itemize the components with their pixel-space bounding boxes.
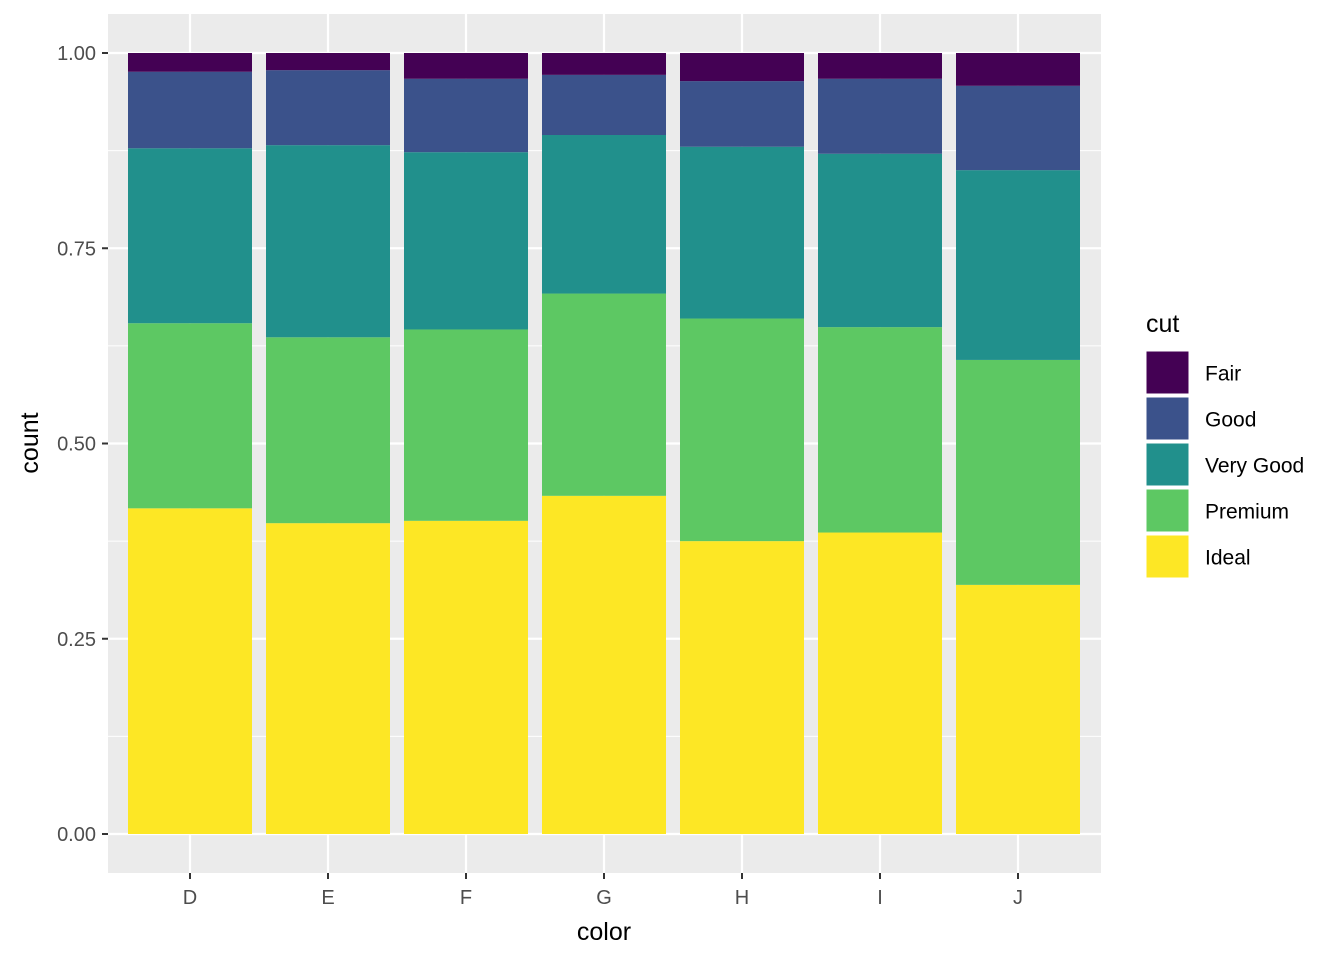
bar-segment-G-premium	[542, 293, 666, 496]
bar-segment-E-premium	[266, 337, 390, 524]
bar-segment-I-very-good	[818, 153, 942, 328]
bar-segment-F-ideal	[404, 520, 528, 834]
bar-segment-I-premium	[818, 327, 942, 533]
legend: cut Fair Good Very Good Premium Ideal	[1145, 310, 1304, 579]
y-tick-label: 0.00	[57, 824, 96, 846]
y-axis: 0.00 0.25 0.50 0.75 1.00	[57, 43, 108, 846]
y-tick-label: 0.75	[57, 238, 96, 260]
bar-segment-G-ideal	[542, 495, 666, 834]
bars	[128, 53, 1080, 834]
bar-segment-D-very-good	[128, 148, 252, 324]
bar-segment-H-premium	[680, 318, 804, 542]
legend-label: Good	[1205, 409, 1256, 432]
legend-label: Premium	[1205, 501, 1289, 524]
x-axis-title: color	[577, 918, 631, 946]
x-tick-label: J	[1013, 887, 1023, 909]
x-tick-label: F	[460, 887, 472, 909]
bar-segment-I-good	[818, 78, 942, 154]
bar-segment-J-ideal	[956, 584, 1080, 834]
bar-segment-J-premium	[956, 359, 1080, 585]
legend-label: Fair	[1205, 363, 1241, 386]
y-axis-title: count	[16, 412, 44, 473]
legend-key-very-good	[1145, 442, 1190, 487]
y-tick-label: 0.50	[57, 434, 96, 456]
bar-segment-H-ideal	[680, 541, 804, 834]
bar-segment-E-good	[266, 70, 390, 146]
bar-segment-J-fair	[956, 53, 1080, 86]
x-tick-label: I	[877, 887, 883, 909]
bar-segment-J-very-good	[956, 170, 1080, 360]
x-tick-label: E	[321, 887, 334, 909]
bar-segment-E-ideal	[266, 523, 390, 834]
y-tick-label: 0.25	[57, 629, 96, 651]
bar-segment-G-good	[542, 74, 666, 136]
x-axis: D E F G H I J	[183, 873, 1023, 909]
legend-key-fair	[1145, 350, 1190, 395]
bar-segment-G-fair	[542, 53, 666, 75]
legend-title: cut	[1146, 310, 1179, 338]
legend-label: Ideal	[1205, 547, 1251, 570]
legend-label: Very Good	[1205, 455, 1304, 478]
bar-segment-I-fair	[818, 53, 942, 79]
legend-key-good	[1145, 396, 1190, 441]
bar-segment-D-good	[128, 71, 252, 149]
bar-segment-J-good	[956, 85, 1080, 171]
legend-key-premium	[1145, 488, 1190, 533]
bar-segment-E-fair	[266, 53, 390, 71]
bar-segment-G-very-good	[542, 135, 666, 294]
x-tick-label: D	[183, 887, 197, 909]
bar-segment-H-fair	[680, 53, 804, 82]
bar-segment-F-fair	[404, 53, 528, 79]
y-tick-label: 1.00	[57, 43, 96, 65]
legend-key-ideal	[1145, 534, 1190, 579]
bar-segment-F-premium	[404, 329, 528, 521]
bar-segment-F-very-good	[404, 152, 528, 330]
bar-segment-H-good	[680, 81, 804, 147]
bar-segment-H-very-good	[680, 146, 804, 319]
x-tick-label: G	[596, 887, 612, 909]
bar-segment-F-good	[404, 78, 528, 153]
bar-segment-D-premium	[128, 323, 252, 509]
bar-segment-I-ideal	[818, 532, 942, 834]
bar-segment-D-ideal	[128, 508, 252, 834]
bar-segment-D-fair	[128, 53, 252, 72]
bar-segment-E-very-good	[266, 145, 390, 338]
x-tick-label: H	[735, 887, 749, 909]
